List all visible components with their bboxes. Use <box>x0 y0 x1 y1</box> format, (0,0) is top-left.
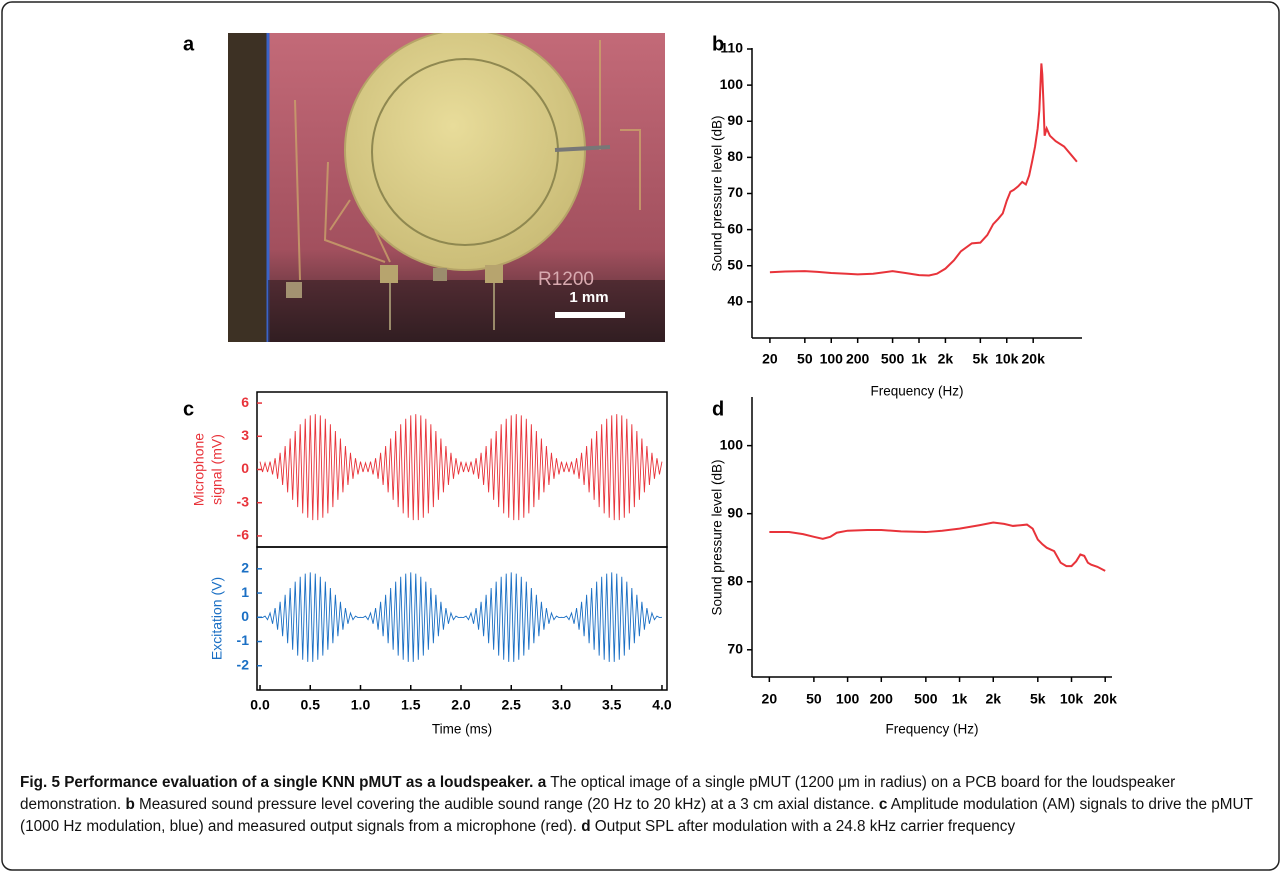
x-tick-label: 20k <box>1022 351 1046 367</box>
x-tick-label: 4.0 <box>652 697 672 713</box>
y-tick-label: 50 <box>727 256 743 272</box>
y-tick-label: -2 <box>237 656 250 672</box>
y-tick-label: 70 <box>727 640 743 656</box>
y-tick-label: 70 <box>727 184 743 200</box>
x-tick-label: 1.0 <box>351 697 371 713</box>
x-tick-label: 5k <box>1030 691 1046 707</box>
data-line <box>259 572 663 662</box>
optical-image <box>228 33 665 342</box>
x-tick-label: 10k <box>995 351 1019 367</box>
y-axis-label: Excitation (V) <box>209 577 225 660</box>
x-tick-label: 20 <box>762 351 778 367</box>
data-line <box>769 521 1106 572</box>
data-line <box>769 63 1078 277</box>
y-tick-label: 1 <box>241 584 249 600</box>
y-tick-label: 60 <box>727 220 743 236</box>
x-axis-label: Frequency (Hz) <box>885 722 978 737</box>
caption-label: b <box>125 796 135 813</box>
x-tick-label: 0.0 <box>250 697 270 713</box>
panel-label: a <box>183 33 195 55</box>
x-tick-label: 5k <box>973 351 989 367</box>
caption-text: The optical image of a single pMUT (1200… <box>20 774 1176 813</box>
y-tick-label: -6 <box>237 527 250 543</box>
x-tick-label: 100 <box>836 691 860 707</box>
y-axis-label: Microphone <box>191 433 207 506</box>
y-tick-label: 80 <box>727 572 743 588</box>
chip-marking: R1200 <box>538 269 594 290</box>
x-tick-label: 200 <box>846 351 870 367</box>
y-axis-label: Sound pressure level (dB) <box>710 115 725 271</box>
caption-label: c <box>878 796 888 813</box>
panel-label: b <box>712 33 724 55</box>
x-tick-label: 3.0 <box>552 697 572 713</box>
y-tick-label: 40 <box>727 293 743 309</box>
panel-label: d <box>712 398 724 420</box>
x-tick-label: 500 <box>914 691 938 707</box>
caption-title: Fig. 5 Performance evaluation of a singl… <box>20 774 534 791</box>
x-tick-label: 10k <box>1060 691 1084 707</box>
x-tick-label: 2k <box>938 351 954 367</box>
panel-label: c <box>183 398 194 420</box>
y-tick-label: 0 <box>241 608 249 624</box>
x-axis-label: Frequency (Hz) <box>870 384 963 399</box>
y-tick-label: 80 <box>727 148 743 164</box>
y-tick-label: 100 <box>720 436 744 452</box>
x-tick-label: 1.5 <box>401 697 421 713</box>
x-tick-label: 100 <box>820 351 844 367</box>
caption-text: Measured sound pressure level covering t… <box>139 796 875 813</box>
caption-text: Amplitude modulation (AM) signals to dri… <box>20 796 1253 835</box>
x-axis-label: Time (ms) <box>432 722 492 737</box>
y-tick-label: -3 <box>237 493 250 509</box>
caption-text: Output SPL after modulation with a 24.8 … <box>594 818 1016 835</box>
y-axis-label: Sound pressure level (dB) <box>710 459 725 615</box>
plot-frame <box>256 546 668 691</box>
x-tick-label: 50 <box>797 351 813 367</box>
y-tick-label: 2 <box>241 560 249 576</box>
caption: Fig. 5 Performance evaluation of a singl… <box>20 772 1268 838</box>
y-tick-label: 100 <box>720 76 744 92</box>
scale-bar <box>555 312 625 318</box>
y-tick-label: 110 <box>720 40 743 56</box>
x-tick-label: 0.5 <box>301 697 321 713</box>
x-tick-label: 2.5 <box>502 697 522 713</box>
x-tick-label: 1k <box>952 691 968 707</box>
y-tick-label: 6 <box>241 394 249 410</box>
y-tick-label: 3 <box>241 427 249 443</box>
y-axis-label: signal (mV) <box>209 434 225 505</box>
caption-label: a <box>537 774 547 791</box>
x-tick-label: 20k <box>1094 691 1118 707</box>
x-tick-label: 1k <box>911 351 927 367</box>
x-tick-label: 3.5 <box>602 697 622 713</box>
data-line <box>259 414 663 521</box>
x-tick-label: 500 <box>881 351 905 367</box>
y-tick-label: -1 <box>237 632 250 648</box>
x-tick-label: 20 <box>762 691 778 707</box>
y-tick-label: 0 <box>241 460 249 476</box>
y-tick-label: 90 <box>727 504 743 520</box>
x-tick-label: 2k <box>985 691 1001 707</box>
x-tick-label: 50 <box>806 691 822 707</box>
caption-label: d <box>581 818 591 835</box>
x-tick-label: 2.0 <box>451 697 471 713</box>
y-tick-label: 90 <box>727 112 743 128</box>
scale-bar-label: 1 mm <box>569 289 608 306</box>
x-tick-label: 200 <box>870 691 894 707</box>
